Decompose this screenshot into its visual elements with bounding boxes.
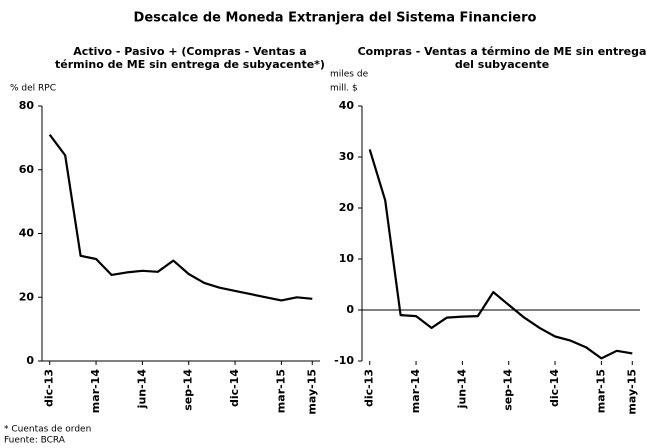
x-tick-label: may-15	[625, 369, 638, 415]
x-tick-label: sep-14	[502, 369, 515, 411]
x-tick-label: mar-14	[409, 369, 422, 414]
y-axis-label: % del RPC	[10, 84, 56, 94]
chart-title: Compras - Ventas a término de ME sin ent…	[358, 45, 647, 58]
y-axis-label: mill. $	[330, 84, 358, 94]
y-tick-label: -10	[334, 354, 354, 367]
chart-title: del subyacente	[455, 58, 549, 71]
line	[368, 149, 633, 360]
page-title: Descalce de Moneda Extranjera del Sistem…	[134, 11, 537, 26]
y-tick-label: 10	[339, 252, 355, 265]
x-tick-label: dic-13	[363, 369, 376, 407]
y-tick-label: 60	[19, 163, 35, 176]
y-tick-label: 30	[339, 150, 355, 163]
x-tick-label: dic-14	[228, 369, 241, 407]
x-tick-label: may-15	[305, 369, 318, 415]
x-tick-label: jun-14	[455, 369, 468, 410]
source: Fuente: BCRA	[4, 436, 66, 446]
line	[48, 134, 313, 302]
x-tick-label: mar-15	[274, 369, 287, 413]
x-tick-label: jun-14	[135, 369, 148, 410]
chart-title: Activo - Pasivo + (Compras - Ventas a	[73, 45, 306, 58]
footnote: * Cuentas de orden	[4, 425, 91, 435]
x-tick-label: sep-14	[182, 369, 195, 411]
y-tick-label: 0	[346, 303, 354, 316]
x-tick-label: mar-14	[89, 369, 102, 414]
y-tick-label: 0	[26, 354, 34, 367]
y-tick-label: 40	[339, 99, 355, 112]
x-tick-label: dic-13	[43, 369, 56, 407]
y-tick-label: 80	[19, 99, 35, 112]
y-tick-label: 20	[19, 290, 35, 303]
chart-title: término de ME sin entrega de subyacente*…	[55, 58, 325, 71]
y-axis-label: miles de	[330, 70, 369, 80]
y-tick-label: 20	[339, 201, 355, 214]
y-tick-label: 40	[19, 227, 35, 240]
x-tick-label: dic-14	[548, 369, 561, 407]
x-tick-label: mar-15	[594, 369, 607, 413]
